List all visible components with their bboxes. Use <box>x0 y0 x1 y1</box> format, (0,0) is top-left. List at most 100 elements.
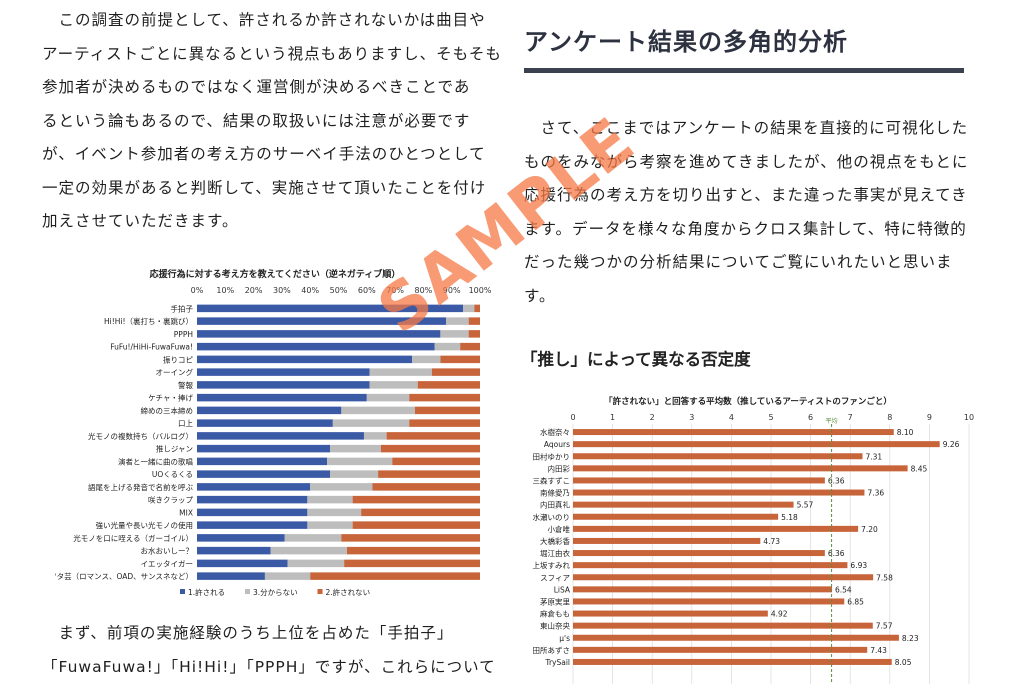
category-label: お水おいしー？ <box>141 546 194 556</box>
bar-segment <box>330 470 379 478</box>
x-tick-label: 90% <box>443 286 461 295</box>
bar-segment <box>197 317 447 325</box>
bar-segment <box>352 495 480 504</box>
data-label: 6.85 <box>847 597 864 606</box>
bar-segment <box>346 546 480 555</box>
data-label: 7.58 <box>876 573 893 582</box>
bar-segment <box>284 534 342 542</box>
category-label: イエッタイガー <box>141 558 193 568</box>
data-label: 8.10 <box>897 428 914 437</box>
data-label: 9.26 <box>943 440 960 449</box>
category-label: UOくるくる <box>152 470 193 479</box>
bar-segment <box>369 368 432 376</box>
category-label: 語尾を上げる発音で名前を呼ぶ <box>88 482 193 492</box>
data-label: 7.31 <box>865 452 882 461</box>
bar-segment <box>366 393 410 402</box>
analysis-paragraph: さて、ここまではアンケートの結果を直接的に可視化した ものをみながら考察を進めて… <box>524 112 968 313</box>
category-label: LiSA <box>554 585 571 594</box>
category-label: 演者と一緒に曲の歌唱 <box>118 456 193 466</box>
category-label: 堀江由衣 <box>540 548 570 558</box>
category-label: PPPH <box>174 330 193 339</box>
text-line: さて、ここまではアンケートの結果を直接的に可視化した <box>524 119 969 137</box>
legend-swatch <box>317 589 323 594</box>
bar <box>573 598 845 605</box>
legend-swatch <box>245 589 250 594</box>
bar-segment <box>310 483 373 491</box>
bar <box>573 501 794 508</box>
x-tick-label: 60% <box>358 286 376 295</box>
legend-label: 3.分からない <box>253 588 298 597</box>
x-tick-label: 3 <box>689 413 694 422</box>
bar <box>573 525 859 532</box>
x-tick-label: 10% <box>216 286 234 295</box>
bar <box>573 562 848 569</box>
bar-segment <box>197 521 308 529</box>
data-label: 6.54 <box>835 585 852 594</box>
category-label: 小倉唯 <box>548 524 571 534</box>
bar-segment <box>197 483 311 491</box>
category-label: 強い光量や長い光モノの使用 <box>96 520 194 530</box>
chart-title: 「許されない」と回答する平均数（推しているアーティストのファンごと） <box>604 396 892 407</box>
x-tick-label: 6 <box>808 413 813 422</box>
x-tick-label: 1 <box>610 413 615 422</box>
x-tick-label: 2 <box>650 413 655 422</box>
bar-segment <box>344 559 480 568</box>
category-label: 東山奈央 <box>540 621 570 631</box>
bar-segment <box>417 381 480 389</box>
category-label: スフィア <box>540 573 570 582</box>
x-tick-label: 4 <box>729 413 734 422</box>
bar <box>573 610 768 617</box>
bar-segment <box>197 368 370 376</box>
category-label: Aqours <box>544 440 570 449</box>
text-line: 「FuwaFuwa!」「Hi!Hi!」「PPPH」ですが、これらについて <box>42 657 496 676</box>
bar-segment <box>434 342 461 351</box>
category-label: 手拍子 <box>171 303 194 313</box>
chart-title: 応援行為に対する考え方を教えてください（逆ネガティブ順） <box>150 268 401 280</box>
data-label: 6.93 <box>850 561 867 570</box>
x-tick-label: 9 <box>927 413 932 422</box>
bar-segment <box>341 534 480 542</box>
bar-segment <box>197 534 285 542</box>
bar <box>573 634 899 641</box>
average-bar-chart: 「許されない」と回答する平均数（推しているアーティストのファンごと） 0 1 2 3 4 5… <box>533 396 974 684</box>
x-tick-label: 80% <box>415 286 433 295</box>
bar-segment <box>264 572 311 580</box>
bar-segment <box>409 393 480 402</box>
data-label: 7.57 <box>876 622 893 631</box>
bar <box>573 453 863 460</box>
bar-segment <box>197 419 333 427</box>
bar-segment <box>463 304 475 313</box>
legend-label: 1.許される <box>188 587 225 597</box>
average-label: 平均 <box>826 417 838 425</box>
bar-segment <box>431 368 480 376</box>
legend-swatch <box>180 589 185 594</box>
bar-segment <box>307 508 362 517</box>
data-label: 5.18 <box>781 513 798 522</box>
category-label: オーイング <box>156 367 194 377</box>
data-label: 4.92 <box>771 610 788 619</box>
category-label: 光モノを口に咥える（ガーゴイル） <box>73 533 193 543</box>
bar-segment <box>409 419 480 427</box>
x-tick-label: 7 <box>848 413 853 422</box>
text-line: この調査の前提として、許されるか許されないかは曲目や <box>42 11 486 29</box>
bar-segment <box>369 381 418 389</box>
bar-segment <box>197 406 342 415</box>
bar-segment <box>446 317 469 325</box>
bar-segment <box>468 330 480 338</box>
category-label: 警報 <box>178 380 193 390</box>
bar-segment <box>197 444 331 453</box>
bar-segment <box>287 559 345 568</box>
bar-segment <box>307 495 353 504</box>
text-line: るという論もあるので、結果の取扱いには注意が必要です <box>42 111 471 130</box>
category-label: 締めの三本締め <box>141 405 194 415</box>
text-line: まず、前項の実施経験のうち上位を占めた「手拍子」 <box>42 624 454 642</box>
data-label: 8.23 <box>902 634 919 643</box>
x-tick-label: 0% <box>191 286 204 295</box>
bar-segment <box>197 381 370 389</box>
bar-segment <box>392 457 480 466</box>
text-line: アーティストごとに異なるという視点もありますし、そもそも <box>42 44 502 63</box>
text-line: だった幾つかの分析結果についてご覧にいれたいと思いま <box>524 253 953 271</box>
bar <box>573 550 825 557</box>
bar-segment <box>474 304 480 313</box>
text-line: ものをみながら考察を進めてきましたが、他の視点をもとに <box>524 152 969 171</box>
